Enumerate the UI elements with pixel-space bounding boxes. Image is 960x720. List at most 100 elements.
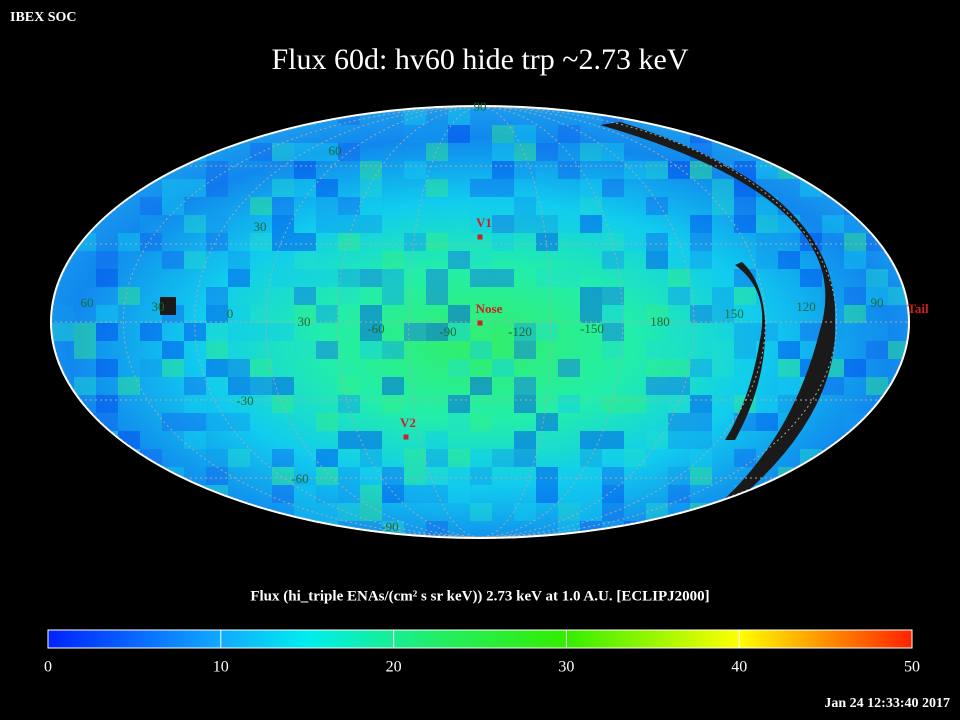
pixel <box>338 269 360 287</box>
pixel <box>668 323 690 341</box>
pixel <box>52 395 74 413</box>
pixel <box>558 215 580 233</box>
pixel <box>580 485 602 503</box>
pixel <box>624 161 646 179</box>
pixel <box>228 503 250 521</box>
pixel <box>52 503 74 521</box>
pixel <box>888 503 908 521</box>
pixel <box>360 269 382 287</box>
pixel <box>844 233 866 251</box>
pixel <box>162 125 184 143</box>
pixel <box>712 305 734 323</box>
pixel <box>184 107 206 125</box>
pixel <box>272 215 294 233</box>
pixel <box>294 287 316 305</box>
pixel <box>360 179 382 197</box>
pixel <box>514 449 536 467</box>
pixel <box>866 107 888 125</box>
pixel <box>822 215 844 233</box>
pixel <box>844 125 866 143</box>
pixel <box>470 467 492 485</box>
pixel <box>602 341 624 359</box>
pixel <box>734 449 756 467</box>
pixel <box>866 323 888 341</box>
pixel <box>602 251 624 269</box>
grid-label: -150 <box>580 321 604 336</box>
pixel <box>734 215 756 233</box>
pixel <box>316 503 338 521</box>
pixel <box>602 395 624 413</box>
pixel <box>646 161 668 179</box>
pixel <box>470 215 492 233</box>
pixel <box>206 233 228 251</box>
pixel <box>96 305 118 323</box>
pixel <box>756 323 778 341</box>
pixel <box>96 359 118 377</box>
pixel <box>360 485 382 503</box>
colorbar-tick-label: 0 <box>44 659 52 676</box>
org-label: IBEX SOC <box>10 10 77 25</box>
pixel <box>844 305 866 323</box>
pixel <box>822 539 844 557</box>
pixel <box>140 233 162 251</box>
grid-label: 30 <box>298 314 311 329</box>
pixel <box>470 305 492 323</box>
pixel <box>162 341 184 359</box>
pixel <box>558 485 580 503</box>
pixel <box>646 107 668 125</box>
pixel <box>844 467 866 485</box>
pixel <box>888 125 908 143</box>
pixel <box>382 287 404 305</box>
pixel <box>360 215 382 233</box>
pixel <box>602 503 624 521</box>
pixel <box>316 305 338 323</box>
pixel <box>404 449 426 467</box>
pixel <box>558 359 580 377</box>
pixel <box>800 269 822 287</box>
pixel <box>118 287 140 305</box>
pixel <box>184 377 206 395</box>
pixel <box>580 431 602 449</box>
pixel <box>888 341 908 359</box>
pixel <box>668 251 690 269</box>
pixel <box>52 323 74 341</box>
pixel <box>250 359 272 377</box>
pixel <box>96 107 118 125</box>
pixel <box>514 431 536 449</box>
grid-label: -30 <box>236 393 253 408</box>
pixel <box>338 215 360 233</box>
pixel <box>118 377 140 395</box>
pixel <box>866 467 888 485</box>
pixel <box>800 107 822 125</box>
grid-label: -60 <box>291 471 308 486</box>
pixel <box>162 251 184 269</box>
pixel <box>734 341 756 359</box>
pixel <box>448 467 470 485</box>
pixel <box>646 377 668 395</box>
pixel <box>426 485 448 503</box>
pixel <box>316 449 338 467</box>
pixel <box>426 287 448 305</box>
pixel <box>426 143 448 161</box>
grid-label: 120 <box>796 299 816 314</box>
pixel <box>360 341 382 359</box>
pixel <box>426 233 448 251</box>
pixel <box>74 341 96 359</box>
pixel <box>778 359 800 377</box>
pixel <box>250 107 272 125</box>
pixel <box>888 395 908 413</box>
pixel <box>822 161 844 179</box>
pixel <box>778 485 800 503</box>
pixel <box>448 359 470 377</box>
pixel <box>866 269 888 287</box>
pixel <box>514 503 536 521</box>
map-bands <box>160 122 836 520</box>
pixel <box>426 449 448 467</box>
pixel <box>866 161 888 179</box>
pixel <box>426 269 448 287</box>
pixel <box>74 431 96 449</box>
pixel <box>140 107 162 125</box>
pixel <box>800 467 822 485</box>
